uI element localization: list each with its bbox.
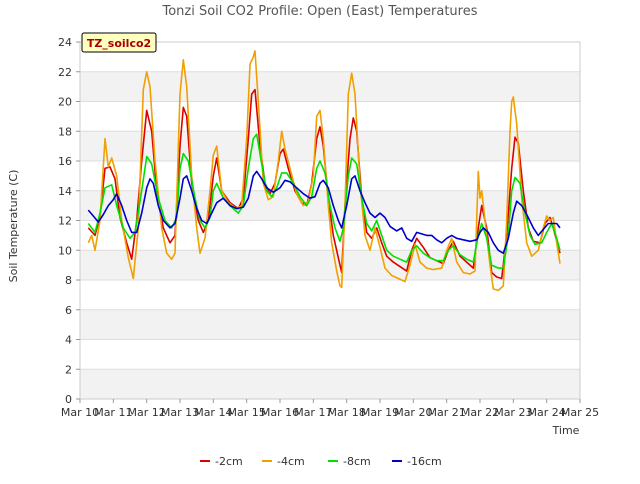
- plot-band: [80, 309, 580, 340]
- y-tick-label: 8: [65, 274, 72, 287]
- y-tick-label: 12: [58, 215, 72, 228]
- x-tick-label: Mar 16: [261, 406, 299, 419]
- plot-band: [80, 131, 580, 161]
- y-tick-label: 6: [65, 304, 72, 317]
- x-tick-label: Mar 19: [361, 406, 399, 419]
- legend-label: -2cm: [215, 455, 243, 468]
- x-tick-label: Mar 21: [428, 406, 466, 419]
- y-tick-label: 16: [58, 155, 72, 168]
- plot-band: [80, 250, 580, 280]
- legend: -2cm -4cm -8cm -16cm: [200, 455, 442, 468]
- x-tick-label: Mar 17: [294, 406, 332, 419]
- x-tick-label: Mar 10: [61, 406, 99, 419]
- y-tick-label: 22: [58, 66, 72, 79]
- x-tick-label: Mar 18: [328, 406, 366, 419]
- series-line-4cmcm: [87, 50, 561, 292]
- x-tick-label: Mar 11: [94, 406, 132, 419]
- legend-label: -16cm: [407, 455, 442, 468]
- y-tick-label: 20: [58, 96, 72, 109]
- x-tick-label: Mar 12: [128, 406, 166, 419]
- x-tick-label: Mar 13: [161, 406, 199, 419]
- chart-title: Tonzi Soil CO2 Profile: Open (East) Temp…: [161, 4, 477, 19]
- site-badge-label: TZ_soilco2: [87, 37, 151, 50]
- plot-band: [80, 369, 580, 399]
- y-tick-label: 14: [58, 185, 72, 198]
- y-tick-label: 0: [65, 393, 72, 406]
- x-tick-label: Mar 22: [461, 406, 499, 419]
- y-tick-label: 4: [65, 334, 72, 347]
- y-tick-label: 10: [58, 244, 72, 257]
- y-tick-label: 2: [65, 363, 72, 376]
- x-tick-label: Mar 23: [494, 406, 532, 419]
- y-axis-label: Soil Temperature (C): [7, 170, 20, 283]
- y-tick-label: 24: [58, 36, 72, 49]
- x-tick-label: Mar 14: [194, 406, 232, 419]
- legend-label: -8cm: [343, 455, 371, 468]
- legend-label: -4cm: [277, 455, 305, 468]
- x-axis-label: Time: [552, 424, 580, 437]
- x-tick-label: Mar 15: [228, 406, 266, 419]
- plot-band: [80, 71, 580, 102]
- plot-bands: [80, 71, 580, 399]
- site-badge: TZ_soilco2: [81, 32, 157, 53]
- series-layer: [87, 50, 561, 292]
- x-tick-label: Mar 24: [528, 406, 566, 419]
- y-tick-label: 18: [58, 125, 72, 138]
- x-tick-label: Mar 25: [561, 406, 599, 419]
- series-line-16cmcm: [87, 170, 561, 254]
- x-tick-label: Mar 20: [394, 406, 432, 419]
- site-badge-box: [81, 32, 157, 53]
